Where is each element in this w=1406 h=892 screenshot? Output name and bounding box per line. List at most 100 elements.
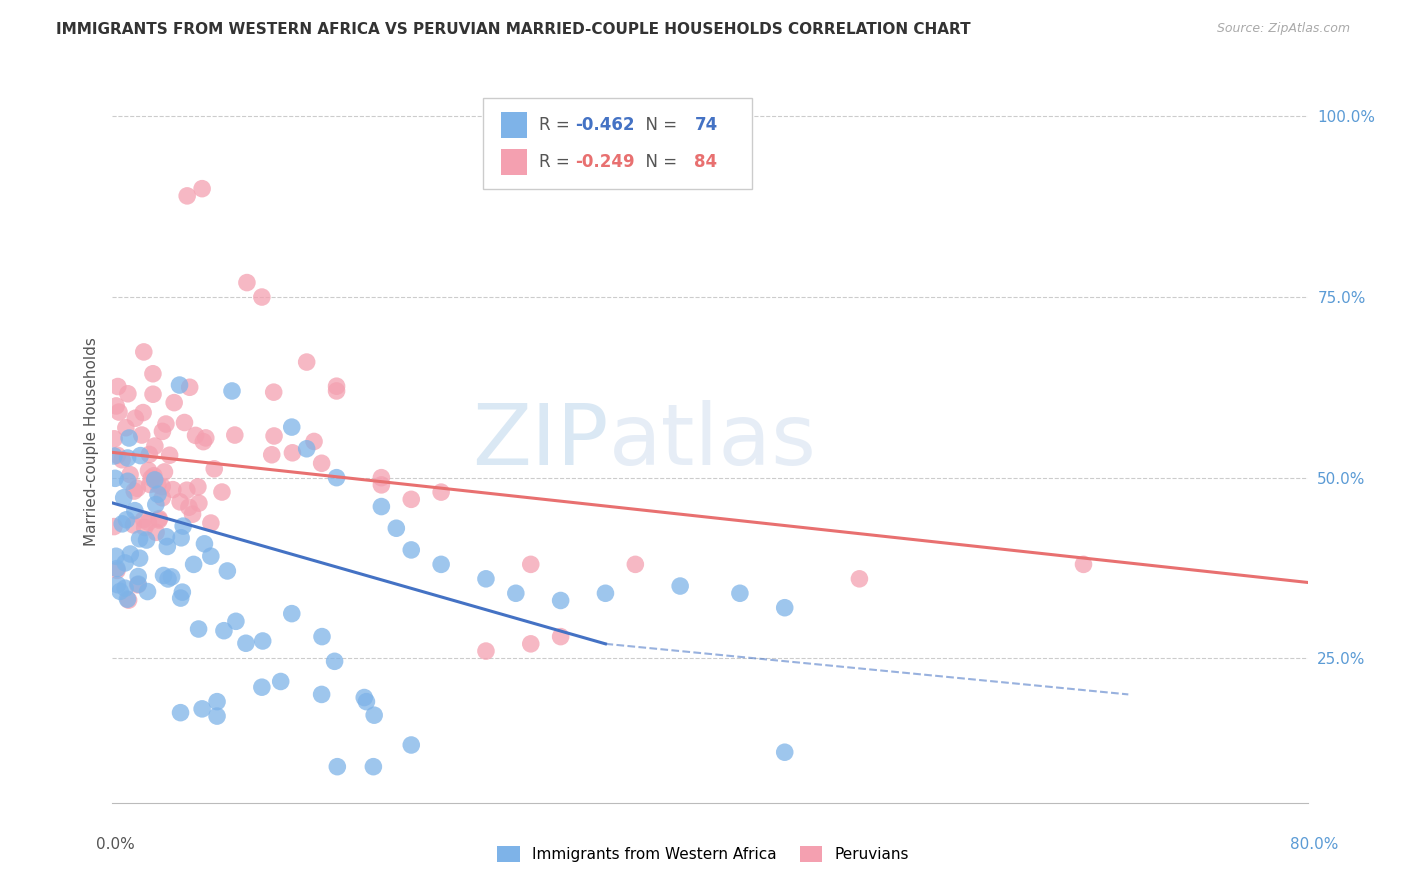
Point: [143, 439, 166, 453]
Point: [370, 478, 392, 492]
Point: [224, 428, 246, 442]
Point: [107, 448, 129, 462]
Point: [160, 570, 183, 584]
Point: [124, 411, 146, 425]
Point: [520, 637, 543, 651]
Point: [179, 380, 201, 394]
Point: [142, 387, 165, 401]
Point: [200, 549, 222, 564]
Text: -0.462: -0.462: [575, 116, 634, 134]
Point: [145, 498, 167, 512]
Point: [159, 448, 181, 462]
Point: [236, 276, 259, 290]
Point: [162, 483, 184, 497]
Point: [191, 702, 214, 716]
Point: [401, 492, 423, 507]
Point: [520, 558, 543, 572]
Text: 0.0%: 0.0%: [96, 838, 135, 852]
Point: [148, 511, 170, 525]
Point: [281, 420, 304, 434]
Text: -0.249: -0.249: [575, 153, 634, 170]
Point: [311, 687, 333, 701]
Point: [311, 630, 333, 644]
Text: 80.0%: 80.0%: [1291, 838, 1339, 852]
Point: [200, 516, 222, 530]
Point: [295, 355, 318, 369]
Point: [505, 586, 527, 600]
Point: [114, 556, 136, 570]
Point: [132, 345, 155, 359]
Point: [127, 569, 149, 583]
Point: [353, 690, 375, 705]
Point: [115, 513, 138, 527]
Point: [430, 558, 453, 572]
Point: [191, 181, 214, 195]
FancyBboxPatch shape: [484, 98, 752, 189]
Point: [187, 480, 209, 494]
Point: [145, 525, 167, 540]
Point: [184, 428, 207, 442]
Point: [263, 429, 285, 443]
Point: [124, 503, 146, 517]
Point: [848, 572, 870, 586]
Point: [401, 542, 423, 557]
Point: [141, 471, 163, 485]
Point: [225, 615, 247, 629]
Point: [103, 449, 125, 463]
Point: [205, 709, 228, 723]
Point: [187, 496, 209, 510]
Point: [295, 442, 318, 456]
Point: [221, 384, 243, 398]
Point: [169, 495, 191, 509]
Point: [134, 520, 156, 534]
Point: [117, 450, 139, 465]
FancyBboxPatch shape: [501, 112, 527, 138]
Point: [172, 519, 194, 533]
Point: [281, 607, 304, 621]
Point: [1073, 558, 1095, 572]
Point: [217, 564, 239, 578]
Point: [156, 540, 179, 554]
Point: [128, 532, 150, 546]
Point: [127, 578, 149, 592]
Point: [128, 551, 150, 566]
Point: [624, 558, 647, 572]
Point: [173, 416, 195, 430]
Point: [132, 513, 155, 527]
Point: [356, 695, 378, 709]
Point: [187, 622, 209, 636]
Point: [728, 586, 751, 600]
Point: [235, 636, 257, 650]
Point: [202, 462, 225, 476]
Point: [114, 581, 136, 595]
Point: [169, 378, 191, 392]
Point: [112, 491, 135, 505]
Point: [250, 680, 273, 694]
Point: [142, 468, 165, 483]
Point: [326, 760, 349, 774]
Point: [105, 549, 128, 564]
Point: [107, 379, 129, 393]
Point: [111, 516, 134, 531]
Point: [363, 760, 385, 774]
Text: Source: ZipAtlas.com: Source: ZipAtlas.com: [1216, 22, 1350, 36]
Point: [211, 485, 233, 500]
Point: [148, 513, 170, 527]
Point: [194, 431, 217, 445]
Point: [120, 467, 142, 482]
Point: [105, 561, 128, 575]
Point: [136, 515, 159, 529]
Text: R =: R =: [538, 116, 575, 134]
Point: [127, 577, 149, 591]
Point: [475, 644, 498, 658]
Point: [117, 386, 139, 401]
Point: [302, 434, 325, 449]
Point: [193, 434, 215, 449]
Text: R =: R =: [538, 153, 575, 170]
Point: [170, 591, 193, 605]
Point: [323, 654, 346, 668]
Point: [363, 708, 385, 723]
Point: [139, 477, 162, 491]
Point: [118, 431, 141, 445]
Point: [385, 521, 408, 535]
